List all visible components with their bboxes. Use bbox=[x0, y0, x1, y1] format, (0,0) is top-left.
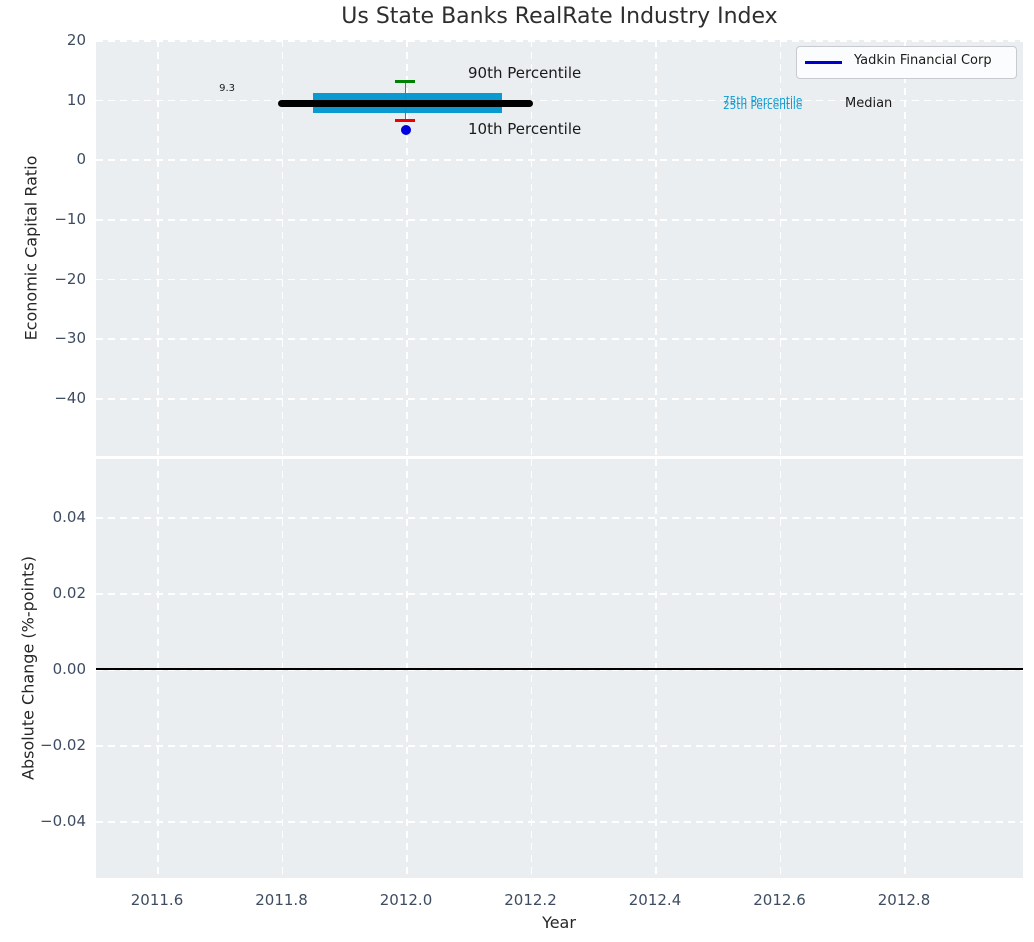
y-tick-label: 0.00 bbox=[52, 660, 86, 678]
gridline bbox=[406, 40, 408, 456]
median-value-annotation: 9.3 bbox=[219, 83, 235, 94]
bottom-y-axis-label: Absolute Change (%-points) bbox=[18, 556, 38, 780]
gridline bbox=[96, 99, 1023, 102]
top-y-axis-label: Economic Capital Ratio bbox=[21, 155, 41, 341]
gridline bbox=[96, 159, 1023, 161]
x-tick-label: 2012.8 bbox=[877, 891, 931, 909]
legend: Yadkin Financial Corp bbox=[796, 46, 1017, 79]
gridline bbox=[96, 219, 1023, 221]
gridline bbox=[96, 278, 1023, 281]
y-tick-label: 0.04 bbox=[52, 508, 86, 526]
legend-entry-label: Yadkin Financial Corp bbox=[854, 53, 992, 68]
gridline bbox=[157, 40, 159, 456]
p75-annotation: 75th Percentile bbox=[723, 95, 803, 107]
bottom-plot-area bbox=[96, 459, 1023, 878]
x-tick-label: 2011.8 bbox=[255, 891, 308, 909]
p25-annotation: 25th Percentile bbox=[723, 100, 803, 112]
y-tick-label: 0.02 bbox=[52, 584, 86, 602]
median-annotation: Median bbox=[845, 96, 893, 111]
chart-title: Us State Banks RealRate Industry Index bbox=[341, 4, 778, 29]
gridline bbox=[281, 40, 284, 456]
x-tick-label: 2012.4 bbox=[628, 891, 682, 909]
gridline bbox=[96, 593, 1023, 595]
gridline bbox=[96, 669, 1023, 671]
y-tick-label: −10 bbox=[54, 210, 86, 228]
p10-cap-mark bbox=[395, 118, 415, 122]
y-tick-label: −0.02 bbox=[40, 736, 86, 754]
x-tick-label: 2012.0 bbox=[379, 891, 433, 909]
gridline bbox=[655, 40, 657, 456]
company-data-point bbox=[401, 125, 411, 135]
y-tick-label: −30 bbox=[54, 329, 86, 347]
y-tick-label: 20 bbox=[66, 31, 86, 49]
gridline bbox=[96, 821, 1023, 823]
y-tick-label: 10 bbox=[66, 91, 86, 109]
x-tick-label: 2011.6 bbox=[130, 891, 184, 909]
gridline bbox=[904, 40, 906, 456]
x-tick-label: 2012.6 bbox=[753, 891, 806, 909]
p90-cap-mark bbox=[395, 80, 415, 83]
y-tick-label: −40 bbox=[54, 389, 86, 407]
x-axis-label: Year bbox=[542, 913, 576, 932]
p10-annotation: 10th Percentile bbox=[468, 120, 582, 138]
legend-line-sample bbox=[805, 61, 842, 64]
y-tick-label: −0.04 bbox=[40, 812, 86, 830]
gridline bbox=[96, 40, 1023, 42]
gridline bbox=[96, 338, 1023, 340]
gridline bbox=[779, 40, 782, 456]
y-tick-label: −20 bbox=[54, 270, 86, 288]
x-tick-label: 2012.2 bbox=[504, 891, 557, 909]
top-plot-area: 9.3 90th Percentile 10th Percentile 75th… bbox=[96, 40, 1023, 456]
y-tick-label: 0 bbox=[76, 150, 86, 168]
gridline bbox=[96, 517, 1023, 519]
gridline bbox=[96, 398, 1023, 400]
industry-median-line bbox=[278, 100, 533, 107]
gridline bbox=[96, 745, 1023, 747]
p90-annotation: 90th Percentile bbox=[468, 64, 582, 82]
gridline bbox=[530, 40, 533, 456]
zero-reference-line bbox=[96, 668, 1023, 670]
